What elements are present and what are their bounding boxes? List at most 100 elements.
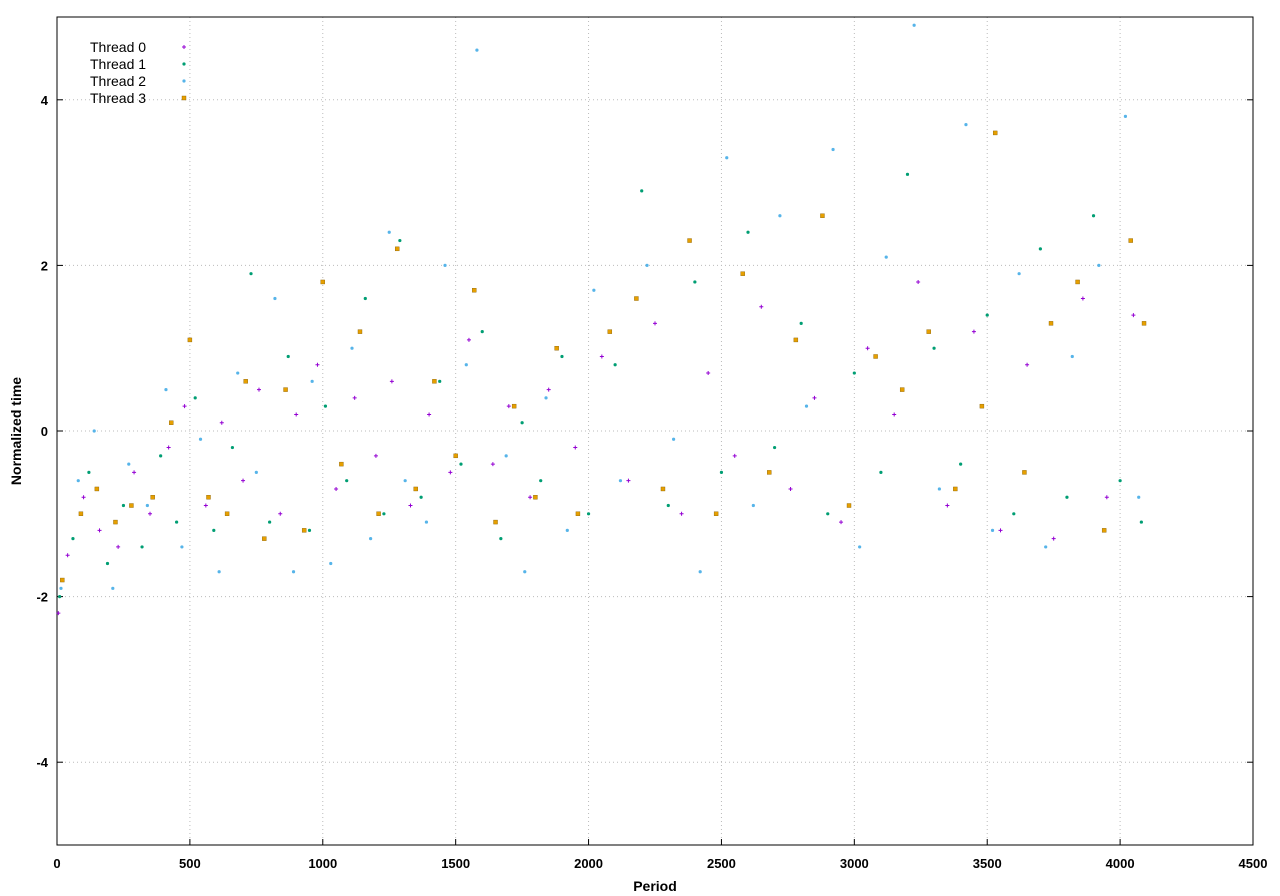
point bbox=[424, 520, 429, 524]
point bbox=[812, 395, 817, 400]
point bbox=[607, 329, 613, 334]
point bbox=[1017, 272, 1021, 276]
point bbox=[350, 346, 354, 350]
point bbox=[916, 279, 921, 284]
point bbox=[846, 503, 852, 508]
point bbox=[533, 495, 538, 500]
point bbox=[912, 23, 916, 27]
point bbox=[626, 478, 631, 483]
point bbox=[1048, 321, 1054, 326]
point bbox=[111, 586, 115, 590]
point bbox=[759, 304, 764, 309]
point bbox=[979, 403, 985, 409]
point bbox=[87, 470, 91, 474]
point bbox=[640, 189, 644, 193]
x-tick-label: 0 bbox=[53, 856, 60, 871]
point bbox=[767, 470, 772, 475]
point bbox=[150, 495, 155, 500]
point bbox=[413, 486, 418, 492]
x-tick-label: 500 bbox=[179, 856, 201, 871]
point bbox=[464, 363, 468, 367]
legend-marker bbox=[182, 45, 186, 49]
point bbox=[565, 528, 569, 532]
point bbox=[520, 421, 524, 425]
point bbox=[329, 561, 333, 566]
point bbox=[599, 354, 604, 359]
x-tick-label: 4000 bbox=[1106, 856, 1135, 871]
point bbox=[475, 48, 479, 52]
point bbox=[389, 379, 394, 384]
point bbox=[634, 296, 639, 301]
point bbox=[660, 486, 666, 492]
point bbox=[164, 388, 168, 392]
plot-frame bbox=[56, 16, 1254, 846]
point bbox=[1104, 495, 1109, 500]
point bbox=[394, 246, 400, 252]
point bbox=[804, 404, 809, 408]
point bbox=[1097, 263, 1101, 267]
point bbox=[884, 255, 888, 259]
legend-label: Thread 2 bbox=[90, 73, 146, 89]
point bbox=[466, 337, 471, 342]
point bbox=[58, 595, 62, 599]
point bbox=[740, 271, 745, 276]
point bbox=[408, 503, 413, 508]
point bbox=[504, 454, 508, 458]
point bbox=[899, 387, 905, 392]
point bbox=[294, 412, 299, 417]
point bbox=[560, 354, 564, 359]
point bbox=[1128, 238, 1133, 243]
point bbox=[145, 503, 149, 508]
point bbox=[443, 263, 447, 267]
point bbox=[490, 462, 495, 467]
point bbox=[820, 213, 825, 218]
point bbox=[1118, 479, 1122, 483]
point bbox=[1139, 520, 1143, 524]
point bbox=[182, 404, 187, 409]
point bbox=[472, 288, 477, 293]
y-tick-label: 4 bbox=[41, 93, 49, 108]
point bbox=[506, 404, 511, 409]
point bbox=[301, 528, 307, 533]
point bbox=[926, 329, 931, 334]
point bbox=[1025, 362, 1030, 367]
point bbox=[357, 329, 363, 334]
point bbox=[159, 454, 163, 458]
point bbox=[831, 147, 835, 152]
point bbox=[698, 570, 702, 574]
point bbox=[687, 238, 692, 243]
point bbox=[113, 519, 118, 525]
point bbox=[725, 156, 729, 160]
point bbox=[97, 528, 102, 533]
point bbox=[92, 429, 96, 433]
point bbox=[121, 503, 126, 508]
point bbox=[206, 495, 211, 500]
point bbox=[219, 420, 224, 425]
point bbox=[382, 512, 386, 516]
point bbox=[618, 479, 623, 483]
point bbox=[307, 528, 312, 532]
point bbox=[427, 412, 432, 417]
point bbox=[71, 537, 75, 541]
point bbox=[187, 337, 193, 343]
point bbox=[839, 520, 844, 525]
point bbox=[448, 470, 453, 475]
point bbox=[254, 470, 258, 474]
point bbox=[666, 503, 670, 508]
point bbox=[387, 230, 391, 234]
x-tick-label: 3500 bbox=[973, 856, 1002, 871]
point bbox=[345, 479, 349, 483]
point bbox=[129, 503, 134, 508]
point bbox=[132, 470, 137, 475]
point bbox=[198, 437, 203, 441]
y-tick-label: -2 bbox=[36, 590, 48, 605]
point bbox=[799, 321, 803, 325]
point bbox=[554, 346, 559, 351]
point bbox=[992, 130, 998, 136]
point bbox=[459, 462, 463, 466]
point bbox=[523, 570, 527, 574]
point bbox=[278, 511, 283, 516]
point bbox=[180, 545, 184, 549]
point bbox=[339, 461, 344, 467]
point bbox=[262, 536, 267, 541]
